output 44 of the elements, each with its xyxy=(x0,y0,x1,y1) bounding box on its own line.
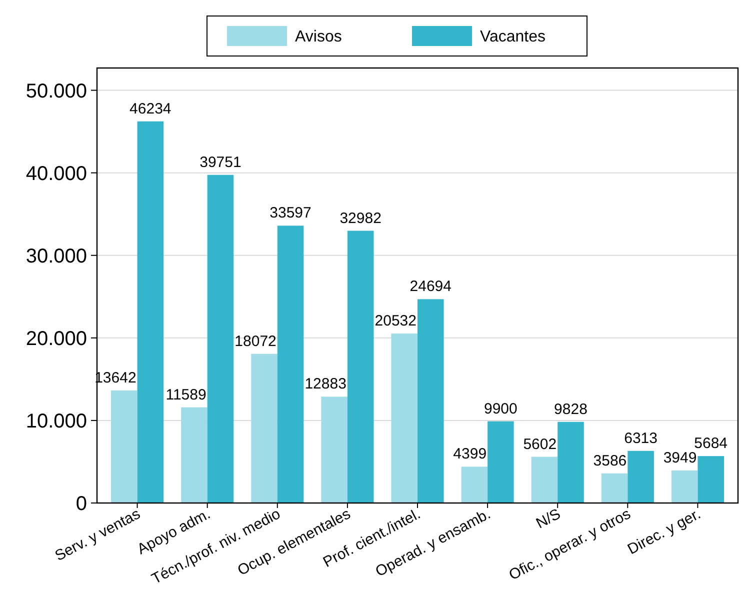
legend-label: Vacantes xyxy=(480,28,546,46)
bar xyxy=(531,456,558,503)
bar xyxy=(461,466,488,503)
bar xyxy=(628,450,654,503)
y-tick-label: 0 xyxy=(76,493,87,515)
bar xyxy=(671,470,698,503)
data-label: 9900 xyxy=(484,400,518,418)
data-label: 6313 xyxy=(624,430,658,447)
data-label: 18072 xyxy=(234,332,276,350)
y-tick-label: 50.000 xyxy=(26,80,87,102)
bar xyxy=(488,421,514,503)
data-label: 5602 xyxy=(523,436,557,453)
bar xyxy=(207,174,234,503)
bar xyxy=(391,334,418,503)
data-label: 39751 xyxy=(200,154,242,171)
data-label: 11589 xyxy=(166,386,206,404)
data-label: 46234 xyxy=(130,100,172,118)
y-tick-label: 10.000 xyxy=(26,410,87,432)
bar xyxy=(558,422,584,503)
bar xyxy=(251,354,278,503)
data-label: 4399 xyxy=(453,446,487,463)
legend-label: Avisos xyxy=(295,28,342,46)
bar xyxy=(698,456,724,503)
y-tick-label: 20.000 xyxy=(26,328,87,350)
bar xyxy=(277,226,304,503)
bar xyxy=(181,407,208,503)
data-label: 5684 xyxy=(694,435,728,452)
bar xyxy=(137,121,164,503)
bar xyxy=(347,230,374,503)
y-tick-label: 30.000 xyxy=(26,245,87,268)
bar xyxy=(601,473,628,503)
bar xyxy=(111,390,138,503)
data-label: 32982 xyxy=(340,210,382,227)
data-label: 12883 xyxy=(304,376,346,393)
data-label: 3586 xyxy=(593,452,627,470)
data-label: 24694 xyxy=(410,278,452,296)
bar xyxy=(321,396,348,503)
x-tick-label: N/S xyxy=(533,506,564,532)
bar xyxy=(418,299,444,503)
data-label: 9828 xyxy=(554,400,588,418)
data-label: 3949 xyxy=(663,449,697,466)
data-label: 20532 xyxy=(374,312,416,330)
data-label: 33597 xyxy=(270,204,312,222)
y-tick-label: 40.000 xyxy=(26,162,87,185)
